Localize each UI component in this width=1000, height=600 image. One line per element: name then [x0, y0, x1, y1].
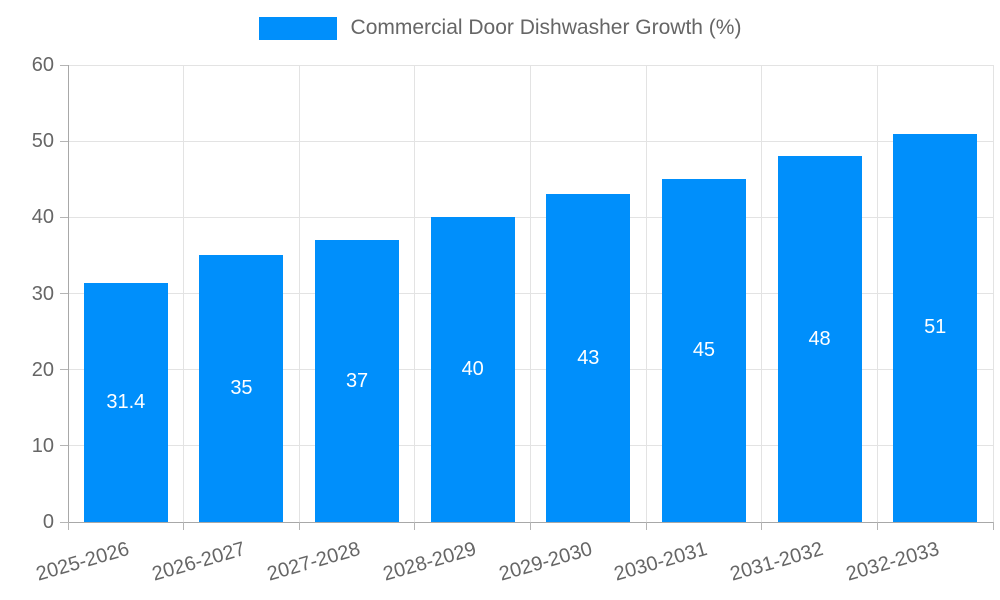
x-tick-label: 2025-2026: [33, 538, 132, 586]
x-tick-label: 2028-2029: [380, 538, 479, 586]
y-axis-line: [67, 65, 69, 522]
x-tick-mark: [645, 522, 647, 530]
y-tick-label: 30: [31, 282, 54, 305]
bar[interactable]: 51: [893, 133, 978, 522]
y-tick-label: 0: [42, 511, 54, 533]
gridline-v: [183, 65, 185, 522]
bar[interactable]: 43: [546, 194, 631, 522]
x-tick-mark: [67, 522, 69, 530]
legend-swatch: [258, 16, 337, 40]
gridline-v: [645, 65, 647, 522]
legend-label: Commercial Door Dishwasher Growth (%): [350, 16, 742, 39]
gridline-v: [530, 65, 531, 522]
bar-value-label: 37: [345, 369, 369, 392]
x-tick-mark: [298, 522, 300, 530]
bar[interactable]: 45: [661, 179, 746, 522]
y-tick-label: 60: [31, 54, 54, 76]
gridline-v: [761, 65, 763, 522]
y-tick-mark: [60, 293, 68, 294]
x-tick-mark: [876, 522, 878, 530]
bar[interactable]: 31.4: [83, 282, 168, 522]
x-tick-label: 2026-2027: [149, 538, 248, 586]
x-tick-mark: [414, 522, 416, 530]
y-tick-mark: [60, 369, 68, 371]
x-tick-label: 2031-2032: [727, 538, 826, 586]
bar-value-label: 40: [461, 358, 484, 381]
y-tick-mark: [60, 140, 68, 142]
gridline-v: [414, 65, 416, 522]
bar[interactable]: 35: [199, 255, 284, 522]
y-tick-label: 20: [31, 358, 54, 381]
bar[interactable]: 37: [315, 240, 400, 522]
gridline-v: [298, 65, 300, 522]
gridline-v: [992, 65, 994, 522]
x-tick-mark: [530, 522, 531, 530]
x-tick-label: 2030-2031: [611, 538, 711, 586]
bar-value-label: 45: [692, 339, 716, 362]
y-tick-label: 40: [31, 206, 54, 229]
x-tick-label: 2032-2033: [843, 538, 942, 586]
y-tick-mark: [60, 521, 68, 523]
bar[interactable]: 40: [430, 217, 515, 522]
x-tick-mark: [761, 522, 763, 530]
x-tick-mark: [183, 522, 185, 530]
y-tick-mark: [60, 445, 68, 447]
bar-value-label: 35: [230, 377, 253, 400]
legend[interactable]: Commercial Door Dishwasher Growth (%): [0, 16, 1000, 40]
y-tick-label: 10: [31, 434, 54, 457]
x-tick-label: 2029-2030: [496, 538, 595, 586]
x-tick-label: 2027-2028: [265, 538, 364, 586]
bar-value-label: 48: [808, 327, 831, 350]
x-tick-mark: [992, 522, 994, 530]
bar[interactable]: 48: [777, 156, 862, 522]
y-tick-mark: [60, 64, 68, 66]
bar-value-label: 31.4: [106, 390, 146, 413]
bar-value-label: 51: [924, 316, 947, 339]
y-tick-mark: [60, 216, 68, 218]
bar-value-label: 43: [577, 346, 600, 369]
y-tick-label: 50: [31, 130, 54, 153]
gridline-v: [876, 65, 878, 522]
